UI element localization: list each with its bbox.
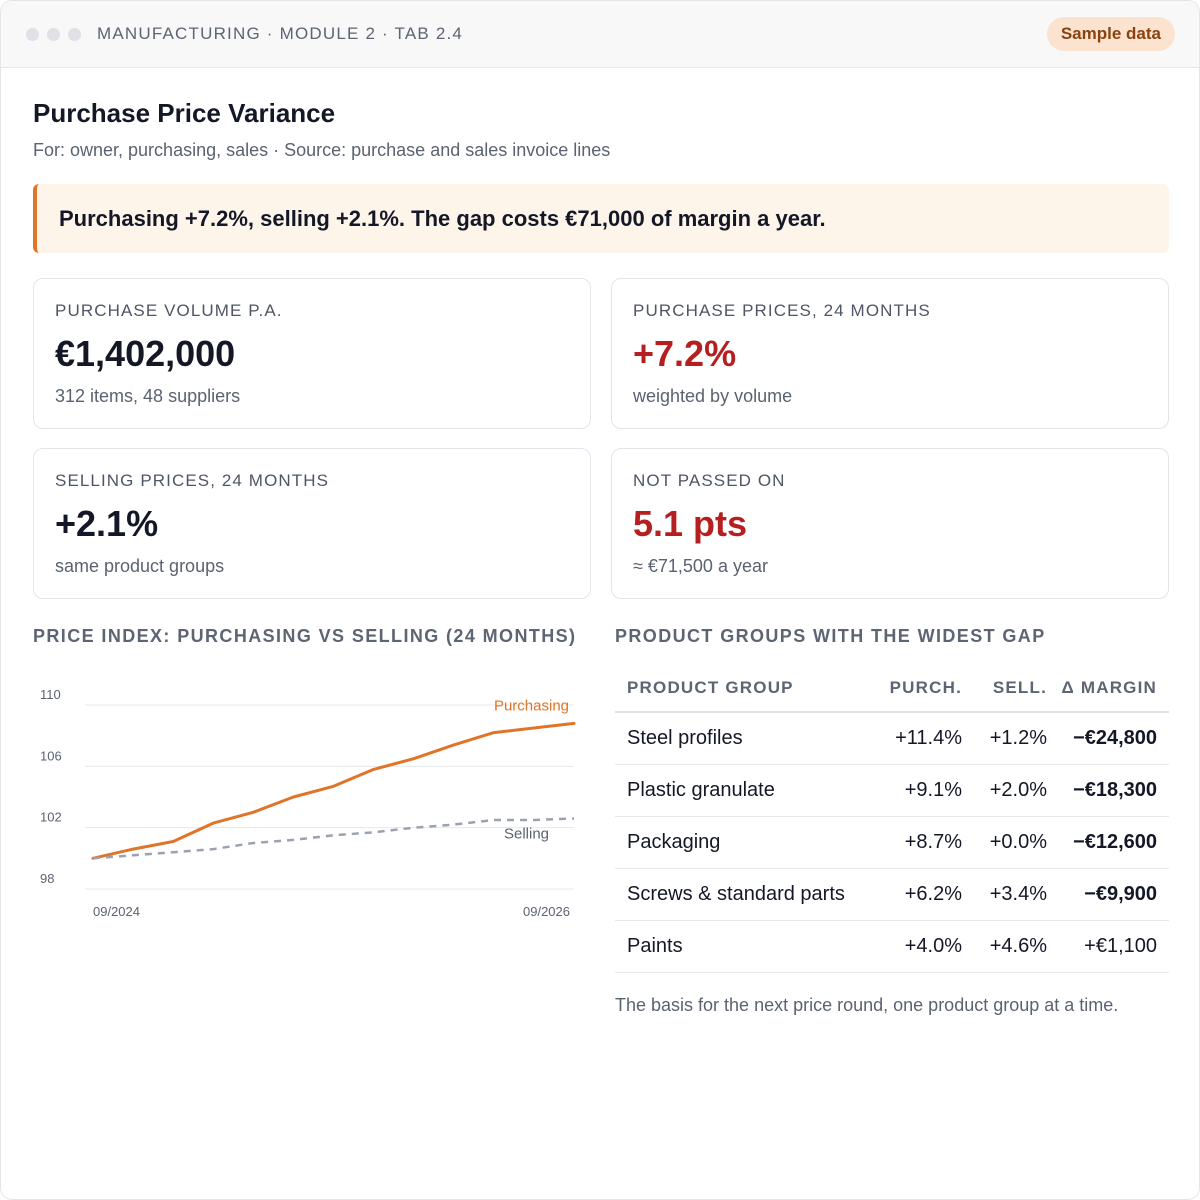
cell-selling-change: +3.4%	[962, 868, 1047, 921]
cell-selling-change: +0.0%	[962, 816, 1047, 869]
page-subtitle: For: owner, purchasing, sales · Source: …	[33, 140, 611, 160]
column-header-group: PRODUCT GROUP	[615, 665, 865, 713]
window-close-dot[interactable]	[26, 28, 39, 41]
price-index-chart: 98 102 106 110 09/2024 09/2026 Purchasing Selli…	[40, 687, 576, 919]
kpi-label: PURCHASE VOLUME P.A.	[55, 301, 283, 320]
table-row: Packaging +8.7% +0.0% −€12,600	[615, 816, 1169, 869]
breadcrumb: MANUFACTURING · MODULE 2 · TAB 2.4	[97, 24, 464, 43]
cell-purchase-change: +6.2%	[865, 868, 962, 921]
chart-title: PRICE INDEX: PURCHASING VS SELLING (24 M…	[33, 626, 577, 646]
cell-margin-delta: −€12,600	[1047, 816, 1169, 869]
cell-purchase-change: +8.7%	[865, 816, 962, 869]
cell-margin-delta: −€24,800	[1047, 712, 1169, 765]
cell-product-group: Steel profiles	[615, 712, 865, 765]
series-line-selling	[92, 817, 575, 860]
title-bar: MANUFACTURING · MODULE 2 · TAB 2.4 Sampl…	[1, 1, 1199, 68]
series-line-purchasing	[91, 721, 576, 860]
cell-margin-delta: −€9,900	[1047, 868, 1169, 921]
column-header-margin: Δ MARGIN	[1047, 665, 1169, 713]
y-tick-label: 110	[40, 687, 61, 702]
kpi-card-selling-prices: SELLING PRICES, 24 MONTHS +2.1% same pro…	[33, 448, 591, 599]
key-finding-callout: Purchasing +7.2%, selling +2.1%. The gap…	[33, 184, 1169, 253]
table-row: Plastic granulate +9.1% +2.0% −€18,300	[615, 764, 1169, 817]
kpi-value: +2.1%	[55, 503, 159, 544]
table-row: Steel profiles +11.4% +1.2% −€24,800	[615, 712, 1169, 765]
cell-product-group: Packaging	[615, 816, 865, 869]
cell-purchase-change: +4.0%	[865, 920, 962, 973]
table-row: Paints +4.0% +4.6% +€1,100	[615, 920, 1169, 973]
column-header-sell: SELL.	[962, 665, 1047, 713]
cell-product-group: Screws & standard parts	[615, 868, 865, 921]
cell-product-group: Paints	[615, 920, 865, 973]
y-tick-label: 98	[40, 871, 54, 886]
kpi-value: 5.1 pts	[633, 503, 748, 544]
cell-purchase-change: +11.4%	[865, 712, 962, 765]
x-tick-label-end: 09/2026	[523, 904, 570, 919]
kpi-value: +7.2%	[633, 333, 737, 374]
table-title: PRODUCT GROUPS WITH THE WIDEST GAP	[615, 626, 1046, 646]
window-minimize-dot[interactable]	[47, 28, 60, 41]
table-header-row: PRODUCT GROUP PURCH. SELL. Δ MARGIN	[615, 665, 1169, 713]
column-header-purch: PURCH.	[865, 665, 962, 713]
kpi-card-purchase-volume: PURCHASE VOLUME P.A. €1,402,000 312 item…	[33, 278, 591, 429]
window-zoom-dot[interactable]	[68, 28, 81, 41]
kpi-note: ≈ €71,500 a year	[633, 556, 768, 576]
kpi-label: PURCHASE PRICES, 24 MONTHS	[633, 301, 931, 320]
series-label-selling: Selling	[504, 825, 549, 842]
kpi-card-purchase-prices: PURCHASE PRICES, 24 MONTHS +7.2% weighte…	[611, 278, 1169, 429]
kpi-note: 312 items, 48 suppliers	[55, 386, 241, 406]
y-tick-label: 102	[40, 810, 62, 825]
cell-margin-delta: −€18,300	[1047, 764, 1169, 817]
cell-purchase-change: +9.1%	[865, 764, 962, 817]
kpi-label: SELLING PRICES, 24 MONTHS	[55, 471, 330, 490]
cell-selling-change: +2.0%	[962, 764, 1047, 817]
kpi-note: weighted by volume	[633, 386, 793, 406]
product-groups-table: PRODUCT GROUP PURCH. SELL. Δ MARGIN Stee…	[615, 665, 1169, 973]
kpi-card-not-passed-on: NOT PASSED ON 5.1 pts ≈ €71,500 a year	[611, 448, 1169, 599]
x-tick-label-start: 09/2024	[93, 904, 140, 919]
kpi-label: NOT PASSED ON	[633, 471, 786, 490]
y-tick-label: 106	[40, 748, 62, 763]
cell-margin-delta: +€1,100	[1047, 920, 1169, 973]
cell-selling-change: +1.2%	[962, 712, 1047, 765]
kpi-value: €1,402,000	[55, 333, 236, 374]
footnote: The basis for the next price round, one …	[615, 995, 1119, 1015]
cell-product-group: Plastic granulate	[615, 764, 865, 817]
callout-text: Purchasing +7.2%, selling +2.1%. The gap…	[59, 206, 826, 231]
kpi-note: same product groups	[55, 556, 225, 576]
series-label-purchasing: Purchasing	[494, 697, 569, 714]
sample-data-badge: Sample data	[1046, 17, 1175, 51]
cell-selling-change: +4.6%	[962, 920, 1047, 973]
page-title: Purchase Price Variance	[33, 98, 336, 128]
table-row: Screws & standard parts +6.2% +3.4% −€9,900	[615, 868, 1169, 921]
